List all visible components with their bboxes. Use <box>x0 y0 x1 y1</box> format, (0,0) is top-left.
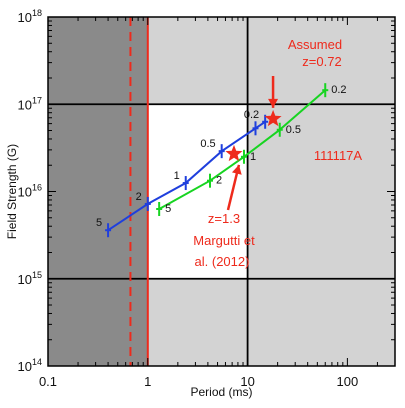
series-1-point-1 <box>206 173 213 188</box>
arrow-margutti-head <box>231 164 242 175</box>
point-label: 5 <box>96 217 102 229</box>
point-label: 0.5 <box>200 138 215 150</box>
x-tick-label: 100 <box>337 374 359 389</box>
annotation-assumed: Assumed <box>288 37 342 52</box>
point-label: 2 <box>136 191 142 203</box>
region-dark <box>48 17 148 366</box>
x-tick-label: 1 <box>144 374 151 389</box>
series-line-0 <box>107 120 266 232</box>
series-0-point-4 <box>252 121 259 136</box>
series-0-point-1 <box>144 196 151 211</box>
annotation-assumed: z=0.72 <box>302 54 341 69</box>
series-1-point-0 <box>156 202 163 217</box>
annotation-grb: 111117A <box>314 148 363 163</box>
point-label: 1 <box>250 151 256 163</box>
y-tick-label: 1018 <box>18 8 42 25</box>
point-label: 2 <box>216 175 222 187</box>
series-0-point-0 <box>105 223 112 238</box>
y-tick-label: 1014 <box>18 357 42 374</box>
point-label: 0.5 <box>286 124 301 136</box>
point-label: 0.2 <box>244 109 259 121</box>
y-axis-label: Field Strength (G) <box>5 144 19 239</box>
arrow-assumed-head <box>268 98 279 108</box>
series-1-point-3 <box>276 122 283 137</box>
point-label: 1 <box>174 170 180 182</box>
y-tick-label: 1016 <box>18 183 42 200</box>
x-tick-label: 0.1 <box>39 374 57 389</box>
series-0-point-3 <box>218 144 225 159</box>
point-label: 0.2 <box>331 84 346 96</box>
series-0-point-5 <box>262 114 269 129</box>
annotation-margutti: al. (2012) <box>195 254 250 269</box>
series-1-point-2 <box>240 149 247 164</box>
star-marker-0 <box>264 109 282 127</box>
y-tick-label: 1017 <box>18 95 42 112</box>
star-marker-1 <box>225 144 243 162</box>
y-tick-label: 1015 <box>18 270 42 287</box>
series-0-point-2 <box>182 176 189 191</box>
series-1-point-4 <box>322 83 329 98</box>
region-clear <box>147 104 248 279</box>
annotation-margutti: Margutti et <box>193 233 255 248</box>
point-label: 5 <box>165 203 171 215</box>
annotation-margutti: z=1.3 <box>208 211 240 226</box>
x-axis-label: Period (ms) <box>190 385 252 399</box>
x-tick-label: 10 <box>240 374 254 389</box>
